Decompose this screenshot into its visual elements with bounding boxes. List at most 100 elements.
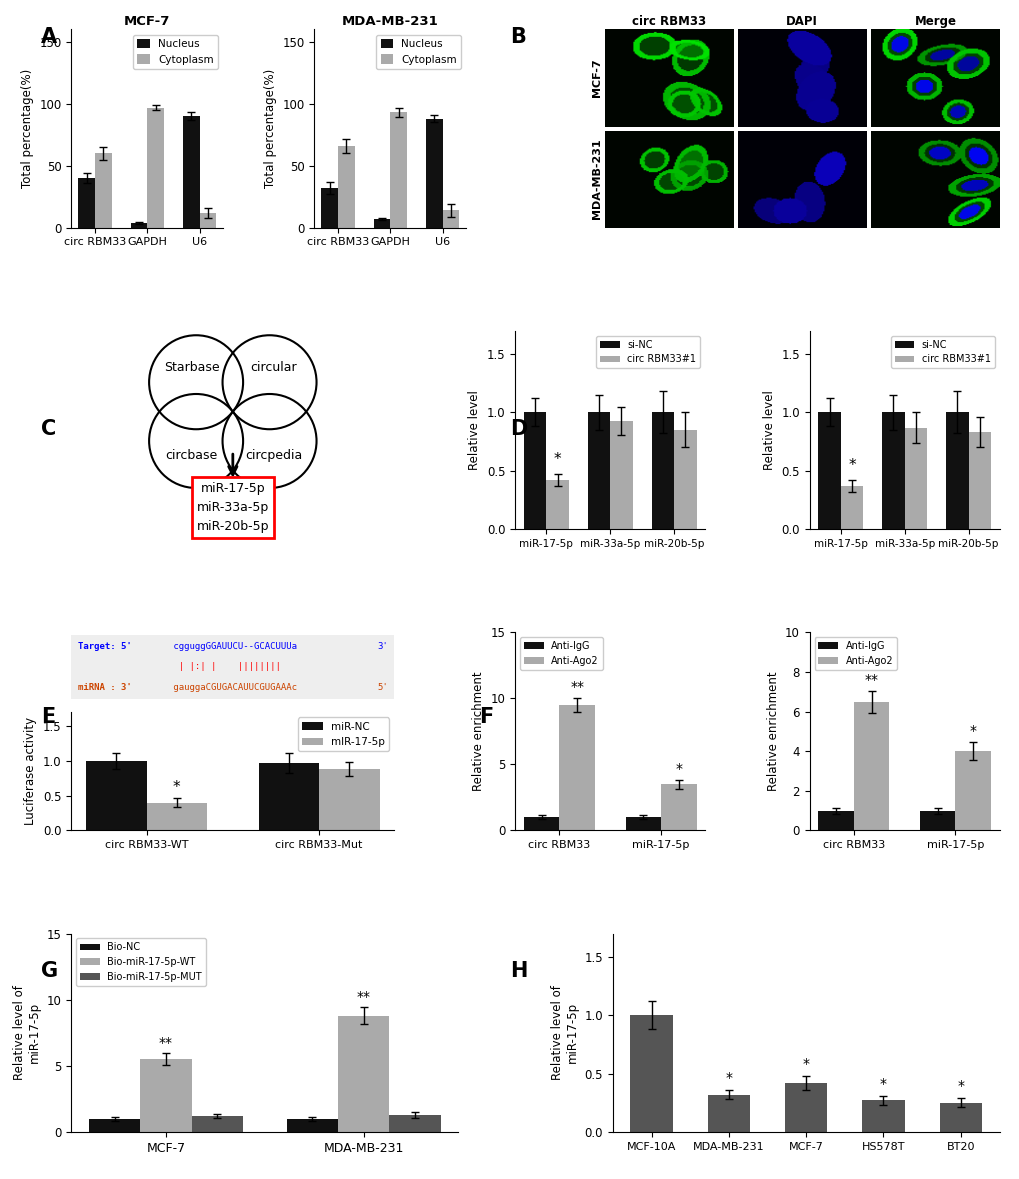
Text: E: E (41, 707, 55, 727)
Text: circpedia: circpedia (246, 449, 303, 462)
Bar (141, 1059, 192, 1132)
Text: 3': 3' (377, 643, 387, 651)
Text: *: * (675, 762, 682, 776)
Bar (651, 413, 674, 529)
Bar (95, 153, 112, 228)
Bar (785, 1082, 826, 1132)
Text: A: A (41, 27, 57, 47)
Legend: si-NC, circ RBM33#1: si-NC, circ RBM33#1 (890, 336, 994, 368)
Bar (968, 433, 990, 529)
Bar (630, 1015, 673, 1132)
Y-axis label: Luciferase activity: Luciferase activity (24, 717, 38, 825)
Y-axis label: Total percentage(%): Total percentage(%) (264, 70, 277, 189)
Legend: Bio-NC, Bio-miR-17-5p-WT, Bio-miR-17-5p-MUT: Bio-NC, Bio-miR-17-5p-WT, Bio-miR-17-5p-… (76, 938, 206, 986)
Bar (319, 769, 379, 830)
Bar (817, 413, 840, 529)
Text: **: ** (159, 1036, 173, 1049)
Text: *: * (957, 1079, 963, 1093)
Bar (817, 811, 853, 830)
Text: B: B (510, 27, 526, 47)
Title: DAPI: DAPI (786, 15, 817, 28)
Bar (321, 189, 337, 228)
Y-axis label: Relative enrichment: Relative enrichment (472, 672, 485, 791)
Legend: miR-NC, mIR-17-5p: miR-NC, mIR-17-5p (298, 718, 388, 751)
Bar (390, 112, 407, 228)
Y-axis label: Relative level: Relative level (762, 390, 775, 470)
Y-axis label: Relative level: Relative level (468, 390, 481, 470)
Bar (660, 784, 696, 830)
Bar (938, 1102, 981, 1132)
Text: *: * (173, 780, 180, 795)
Bar (182, 117, 200, 228)
Text: cgguggGGAUUCU--GCACUUUa: cgguggGGAUUCU--GCACUUUa (168, 643, 303, 651)
Bar (78, 178, 95, 228)
Legend: si-NC, circ RBM33#1: si-NC, circ RBM33#1 (596, 336, 700, 368)
Bar (609, 421, 632, 529)
Title: circ RBM33: circ RBM33 (631, 15, 705, 28)
Bar (337, 146, 355, 228)
Bar (946, 413, 968, 529)
Text: *: * (725, 1072, 732, 1085)
Text: C: C (41, 419, 56, 439)
Text: miR-17-5p
miR-33a-5p
miR-20b-5p: miR-17-5p miR-33a-5p miR-20b-5p (197, 481, 269, 533)
Bar (337, 1015, 389, 1132)
FancyBboxPatch shape (71, 635, 394, 699)
Bar (286, 1119, 337, 1132)
Bar (89, 1119, 141, 1132)
Text: *: * (879, 1078, 887, 1091)
Legend: Anti-IgG, Anti-Ago2: Anti-IgG, Anti-Ago2 (814, 637, 897, 670)
Bar (86, 760, 147, 830)
Text: F: F (479, 707, 493, 727)
Y-axis label: MCF-7: MCF-7 (591, 59, 601, 98)
Bar (853, 702, 889, 830)
Bar (559, 705, 594, 830)
Text: 5': 5' (377, 683, 387, 692)
Bar (840, 486, 862, 529)
Title: Merge: Merge (914, 15, 956, 28)
Text: circbase: circbase (165, 449, 218, 462)
Text: *: * (969, 724, 976, 738)
Text: *: * (553, 453, 560, 467)
Bar (546, 480, 569, 529)
Bar (861, 1100, 904, 1132)
Text: **: ** (864, 673, 877, 686)
Bar (587, 413, 609, 529)
Text: Starbase: Starbase (164, 361, 219, 374)
Text: circular: circular (251, 361, 297, 374)
Bar (442, 210, 459, 228)
Text: gauggaCGUGACAUUCGUGAAAc: gauggaCGUGACAUUCGUGAAAc (168, 683, 303, 692)
Title: MDA-MB-231: MDA-MB-231 (341, 15, 438, 28)
Bar (524, 413, 546, 529)
Text: | |:| |    ||||||||: | |:| | |||||||| (168, 663, 281, 672)
Bar (200, 213, 216, 228)
Bar (955, 751, 990, 830)
Bar (147, 107, 164, 228)
Bar (524, 817, 559, 830)
Bar (426, 119, 442, 228)
Bar (904, 428, 926, 529)
Legend: Nucleus, Cytoplasm: Nucleus, Cytoplasm (376, 34, 461, 68)
Y-axis label: Relative level of
miR-17-5p: Relative level of miR-17-5p (13, 986, 41, 1080)
Legend: Anti-IgG, Anti-Ago2: Anti-IgG, Anti-Ago2 (520, 637, 602, 670)
Legend: Nucleus, Cytoplasm: Nucleus, Cytoplasm (133, 34, 218, 68)
Bar (881, 413, 904, 529)
Text: **: ** (570, 680, 584, 694)
Text: *: * (847, 459, 855, 473)
Bar (625, 817, 660, 830)
Text: miRNA : 3': miRNA : 3' (77, 683, 131, 692)
Bar (373, 219, 390, 228)
Bar (192, 1117, 243, 1132)
Text: H: H (510, 961, 527, 981)
Bar (130, 223, 147, 228)
Bar (147, 803, 207, 830)
Y-axis label: Relative level of
miR-17-5p: Relative level of miR-17-5p (550, 986, 579, 1080)
Text: G: G (41, 961, 58, 981)
Bar (674, 430, 696, 529)
Y-axis label: MDA-MB-231: MDA-MB-231 (591, 139, 601, 219)
Y-axis label: Total percentage(%): Total percentage(%) (20, 70, 34, 189)
Bar (707, 1094, 749, 1132)
Text: **: ** (357, 989, 370, 1003)
Text: *: * (802, 1058, 809, 1072)
Bar (259, 763, 319, 830)
Y-axis label: Relative enrichment: Relative enrichment (766, 672, 779, 791)
